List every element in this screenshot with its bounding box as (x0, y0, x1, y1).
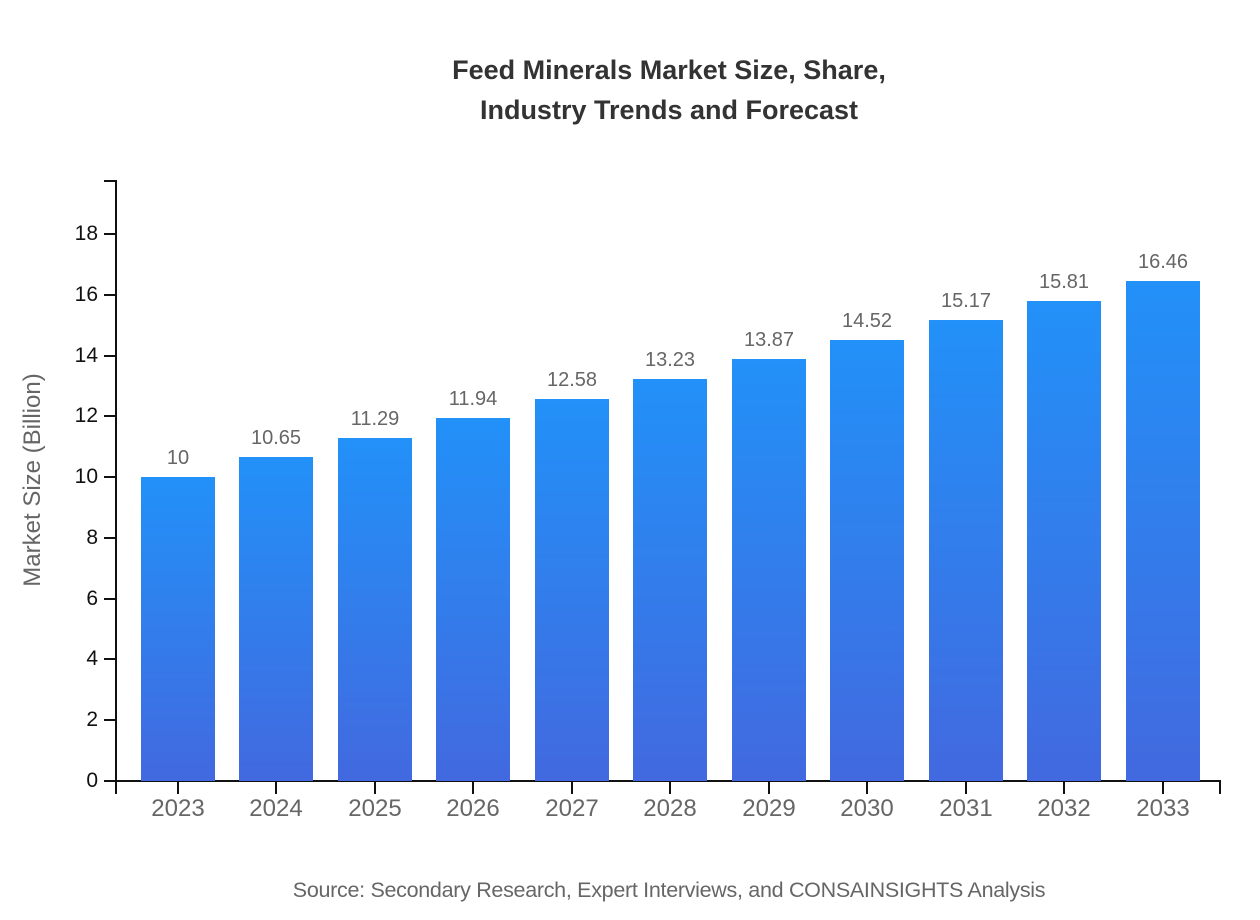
bar-value-label: 11.94 (448, 388, 498, 410)
x-tick-label: 2033 (1136, 795, 1190, 822)
y-tick-label: 18 (74, 222, 98, 245)
y-tick-label: 16 (74, 283, 98, 306)
y-tick (104, 780, 117, 782)
y-tick (104, 415, 117, 417)
x-tick (571, 780, 573, 794)
bar-2029 (732, 359, 806, 781)
x-tick-label: 2025 (348, 795, 402, 822)
x-tick (866, 780, 868, 794)
y-tick (104, 598, 117, 600)
chart-title-line2: Industry Trends and Forecast (479, 95, 859, 125)
y-tick-label: 0 (86, 769, 98, 792)
bar-value-label: 10 (166, 447, 190, 469)
bar-value-label: 14.52 (841, 310, 893, 332)
y-tick (104, 719, 117, 721)
x-tick (768, 780, 770, 794)
bar-2025 (338, 438, 412, 781)
bar-2027 (535, 399, 609, 781)
y-tick-label: 6 (86, 587, 98, 610)
y-tick-label: 4 (86, 647, 98, 670)
y-tick (104, 537, 117, 539)
y-tick (104, 476, 117, 478)
bar-value-label: 16.46 (1137, 251, 1189, 273)
x-tick-label: 2026 (446, 795, 500, 822)
y-axis-line (115, 180, 117, 794)
x-axis-line (104, 780, 1221, 782)
bar-2030 (830, 340, 904, 781)
x-axis-end-cap (1219, 780, 1221, 794)
bar-2023 (141, 477, 215, 781)
x-tick-label: 2024 (249, 795, 303, 822)
bar-value-label: 10.65 (250, 427, 302, 449)
source-note: Source: Secondary Research, Expert Inter… (292, 878, 1046, 902)
y-tick (104, 658, 117, 660)
x-tick (374, 780, 376, 794)
x-tick-label: 2030 (840, 795, 894, 822)
y-tick-label: 8 (86, 526, 98, 549)
bar-2032 (1027, 301, 1101, 781)
chart-title-line1: Feed Minerals Market Size, Share, (452, 55, 886, 85)
y-tick (104, 355, 117, 357)
bar-2031 (929, 320, 1003, 781)
y-axis-end-cap (104, 180, 117, 182)
y-tick (104, 294, 117, 296)
x-tick-label: 2028 (643, 795, 697, 822)
x-tick (472, 780, 474, 794)
chart-title: Feed Minerals Market Size, Share, Indust… (117, 50, 1221, 130)
x-tick (669, 780, 671, 794)
bar-value-label: 15.81 (1038, 271, 1090, 293)
bar-2026 (436, 418, 510, 781)
x-tick (1063, 780, 1065, 794)
bar-value-label: 13.23 (644, 349, 696, 371)
x-tick (1162, 780, 1164, 794)
bar-2028 (633, 379, 707, 781)
x-tick (965, 780, 967, 794)
bar-value-label: 13.87 (743, 329, 795, 351)
x-tick-label: 2032 (1037, 795, 1091, 822)
bar-value-label: 15.17 (940, 290, 992, 312)
y-tick-label: 2 (86, 708, 98, 731)
x-tick-label: 2031 (939, 795, 993, 822)
x-tick (177, 780, 179, 794)
y-tick (104, 233, 117, 235)
y-tick-label: 14 (74, 344, 98, 367)
x-tick-label: 2027 (545, 795, 599, 822)
x-tick-label: 2029 (742, 795, 796, 822)
y-tick-label: 12 (74, 404, 98, 427)
bar-2033 (1126, 281, 1200, 781)
x-tick-label: 2023 (151, 795, 205, 822)
y-tick-label: 10 (74, 465, 98, 488)
bar-2024 (239, 457, 313, 781)
bar-value-label: 12.58 (546, 369, 598, 391)
x-tick (275, 780, 277, 794)
bar-value-label: 11.29 (350, 408, 400, 430)
